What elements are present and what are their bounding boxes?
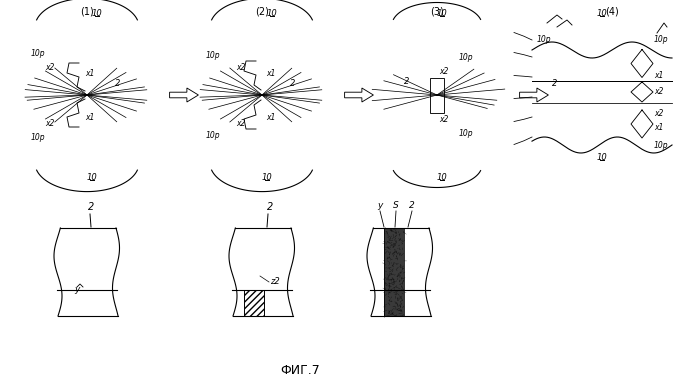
Text: x2: x2	[45, 62, 55, 72]
Text: x1: x1	[266, 113, 275, 122]
Text: x2: x2	[237, 118, 246, 127]
Text: x2: x2	[654, 108, 663, 118]
Text: x1: x1	[266, 68, 275, 77]
Text: y: y	[74, 286, 80, 295]
Text: 10p: 10p	[654, 140, 669, 149]
Text: 2: 2	[115, 79, 120, 87]
Text: 10p: 10p	[537, 36, 552, 45]
Text: x2: x2	[439, 115, 448, 123]
Text: x1: x1	[85, 113, 94, 122]
Text: y: y	[377, 201, 382, 210]
Text: 10: 10	[92, 9, 102, 17]
Text: (4): (4)	[605, 7, 619, 17]
Text: 2: 2	[409, 201, 415, 210]
Polygon shape	[170, 88, 199, 102]
Text: x1: x1	[654, 70, 663, 79]
Text: x2: x2	[654, 87, 663, 96]
Text: 10: 10	[261, 173, 273, 182]
Text: 10p: 10p	[206, 130, 220, 139]
Text: 2: 2	[403, 77, 409, 86]
Text: 10: 10	[266, 9, 278, 17]
Text: (1): (1)	[80, 7, 94, 17]
Bar	[244, 289, 264, 316]
Bar	[384, 228, 404, 316]
Text: (3): (3)	[430, 7, 444, 17]
Text: S: S	[393, 201, 399, 210]
Text: z2: z2	[270, 277, 280, 286]
Text: 10p: 10p	[206, 50, 220, 60]
Text: x2: x2	[439, 67, 448, 75]
Bar	[430, 77, 444, 113]
Text: 2: 2	[267, 202, 273, 212]
Polygon shape	[519, 88, 549, 102]
Polygon shape	[345, 88, 373, 102]
Text: 10p: 10p	[30, 48, 45, 58]
Text: 10: 10	[437, 173, 447, 182]
Text: 10: 10	[597, 9, 607, 17]
Text: (2): (2)	[255, 7, 269, 17]
Text: x2: x2	[45, 118, 55, 127]
Text: 10p: 10p	[459, 53, 474, 62]
Text: 2: 2	[88, 202, 94, 212]
Text: 2: 2	[552, 79, 557, 87]
Text: 2: 2	[290, 79, 296, 87]
Text: 10: 10	[597, 152, 607, 161]
Text: 10p: 10p	[654, 36, 669, 45]
Text: 10: 10	[87, 173, 97, 182]
Text: x1: x1	[654, 123, 663, 132]
Text: 10p: 10p	[30, 132, 45, 142]
Text: ФИГ.7: ФИГ.7	[280, 363, 320, 377]
Text: 10p: 10p	[459, 128, 474, 137]
Text: x1: x1	[85, 68, 94, 77]
Text: 10: 10	[437, 9, 447, 17]
Text: x2: x2	[237, 62, 246, 72]
